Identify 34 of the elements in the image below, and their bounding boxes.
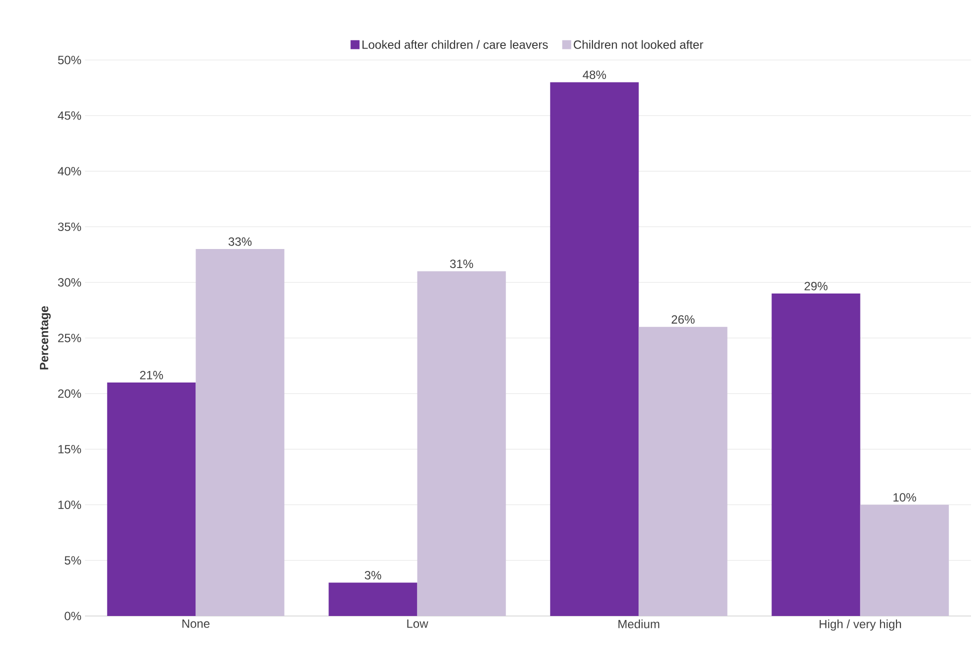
bar bbox=[107, 382, 196, 616]
y-axis-title: Percentage bbox=[40, 306, 51, 370]
legend-label: Looked after children / care leavers bbox=[362, 40, 548, 49]
y-tick-label: 30% bbox=[58, 278, 82, 287]
bar bbox=[328, 582, 418, 616]
y-tick-label: 20% bbox=[58, 389, 82, 398]
bar bbox=[417, 271, 506, 616]
bar bbox=[772, 294, 860, 616]
x-tick-label: None bbox=[182, 620, 210, 628]
y-tick-label: 25% bbox=[58, 334, 82, 342]
x-tick-label: High / very high bbox=[820, 620, 901, 631]
y-tick-label: 40% bbox=[58, 166, 82, 176]
bar bbox=[196, 249, 284, 616]
data-label: 29% bbox=[804, 282, 828, 290]
y-tick-label: 15% bbox=[58, 444, 82, 454]
y-tick-label: 5% bbox=[64, 556, 82, 565]
y-tick-label: 45% bbox=[58, 111, 82, 120]
y-tick-label: 35% bbox=[58, 222, 82, 232]
data-label: 26% bbox=[672, 315, 695, 324]
legend-label: Children not looked after bbox=[574, 40, 704, 49]
y-tick-label: 50% bbox=[58, 56, 82, 64]
x-tick-label: Medium bbox=[618, 620, 660, 628]
bar bbox=[638, 326, 728, 616]
data-label: 48% bbox=[582, 70, 606, 80]
data-label: 31% bbox=[450, 260, 474, 268]
y-tick-label: 0% bbox=[64, 612, 82, 620]
data-label: 21% bbox=[140, 370, 163, 380]
data-label: 3% bbox=[364, 570, 382, 580]
y-tick-label: 10% bbox=[58, 500, 82, 510]
bar bbox=[860, 504, 949, 616]
bar bbox=[550, 82, 639, 616]
data-label: 10% bbox=[894, 493, 916, 502]
x-tick-label: Low bbox=[407, 620, 428, 628]
data-label: 33% bbox=[228, 237, 252, 246]
